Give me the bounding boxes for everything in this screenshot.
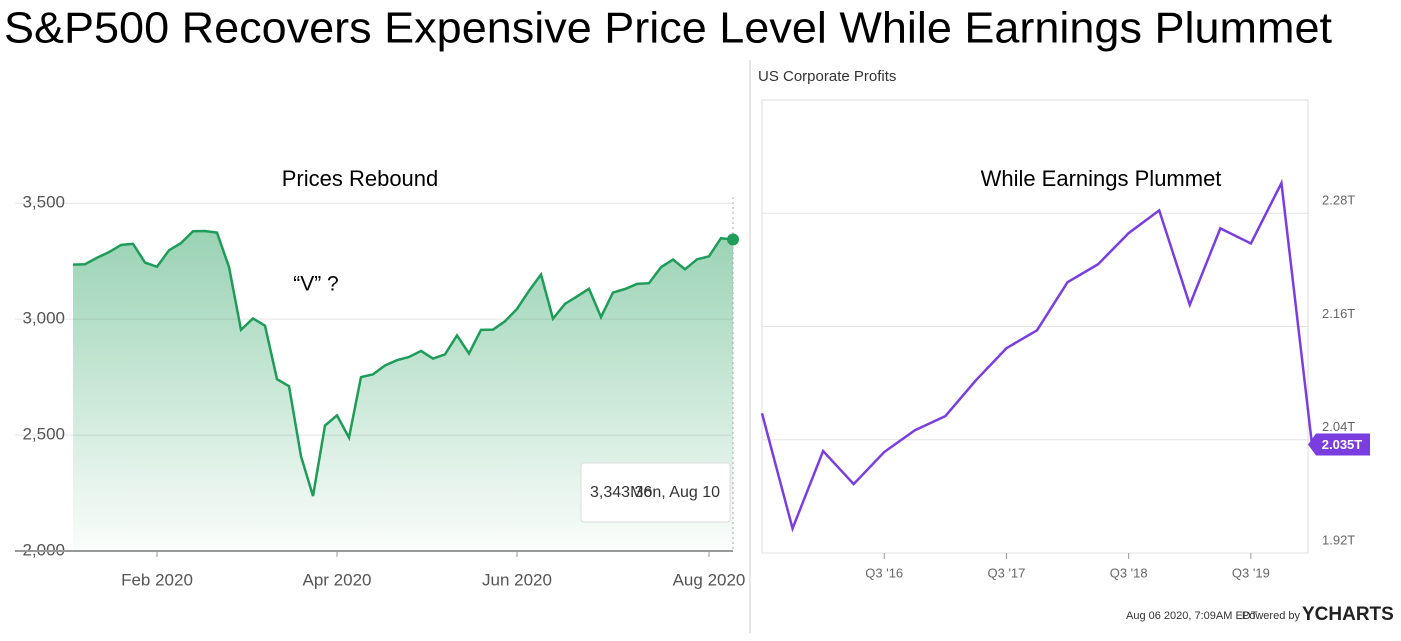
y-tick-label: 2,000 (22, 540, 65, 559)
footer-brand: YCHARTS (1302, 604, 1394, 625)
x-tick-label: Q3 '17 (987, 565, 1025, 580)
annotation: Prices Rebound (282, 166, 439, 191)
x-tick-label: Q3 '16 (865, 565, 903, 580)
line (72, 229, 734, 497)
value-label-box (1308, 433, 1370, 456)
x-tick-label: Aug 2020 (673, 570, 746, 589)
x-tick-label: Q3 '18 (1110, 565, 1148, 580)
footer-timestamp: Aug 06 2020, 7:09AM EDT. (1126, 610, 1259, 622)
value-label: 2.035T (1322, 437, 1363, 452)
slide-title: S&P500 Recovers Expensive Price Level Wh… (4, 4, 1332, 53)
y-tick-label: 1.92T (1322, 532, 1355, 547)
line (760, 178, 1314, 533)
x-tick-label: Apr 2020 (303, 570, 372, 589)
chart-title: US Corporate Profits (758, 68, 896, 85)
x-tick-label: Feb 2020 (121, 570, 193, 589)
tooltip-date: Mon, Aug 10 (630, 484, 720, 501)
footer-powered: Powered by (1242, 610, 1301, 622)
annotation: While Earnings Plummet (981, 166, 1222, 191)
tooltip-box (580, 462, 731, 523)
y-tick-label: 2.28T (1322, 193, 1355, 208)
y-tick-label: 3,000 (22, 309, 65, 328)
tooltip-value: 3,343.36 (590, 484, 652, 501)
x-tick-label: Jun 2020 (482, 570, 552, 589)
y-tick-label: 3,500 (22, 193, 65, 212)
area (73, 231, 733, 551)
annotation: “V” ? (293, 273, 339, 296)
end-point (727, 233, 739, 246)
y-tick-label: 2,500 (22, 425, 65, 444)
x-tick-label: Q3 '19 (1232, 565, 1270, 580)
y-tick-label: 2.04T (1322, 419, 1355, 434)
y-tick-label: 2.16T (1322, 306, 1355, 321)
